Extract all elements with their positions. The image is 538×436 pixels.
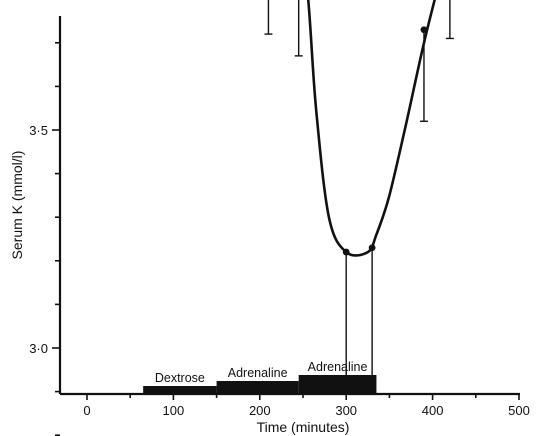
- treatment-bars: [143, 375, 377, 394]
- x-tick-label: 0: [83, 403, 90, 418]
- y-axis-title: Serum K (mmol/l): [9, 151, 25, 260]
- treatment-bar: [143, 386, 217, 394]
- x-tick-label: 200: [249, 403, 271, 418]
- data-point: [368, 244, 376, 252]
- x-axis-title: Time (minutes): [257, 419, 350, 435]
- y-ticks: 3·03·54·04·5: [29, 0, 60, 436]
- treatment-bar-label: Dextrose: [155, 371, 205, 385]
- x-tick-label: 500: [508, 403, 530, 418]
- x-ticks: 0 100 200 300 400 500: [83, 394, 530, 418]
- x-tick-label: 300: [335, 403, 357, 418]
- treatment-bar-labels: Dextrose Adrenaline Adrenaline: [155, 360, 368, 385]
- data-points: [342, 26, 428, 256]
- treatment-bar-label: Adrenaline: [228, 366, 288, 380]
- treatment-bar: [216, 381, 299, 394]
- error-bars: [264, 0, 454, 380]
- treatment-bar-label: Adrenaline: [308, 360, 368, 374]
- serum-k-curve: [306, 0, 436, 257]
- axes: [58, 16, 520, 396]
- treatment-bar: [298, 375, 377, 394]
- y-tick-label: 3·0: [29, 341, 48, 356]
- data-point: [420, 26, 428, 34]
- data-point: [342, 248, 350, 256]
- y-tick-label: 3·5: [29, 123, 48, 138]
- x-tick-label: 400: [422, 403, 444, 418]
- x-tick-label: 100: [163, 403, 185, 418]
